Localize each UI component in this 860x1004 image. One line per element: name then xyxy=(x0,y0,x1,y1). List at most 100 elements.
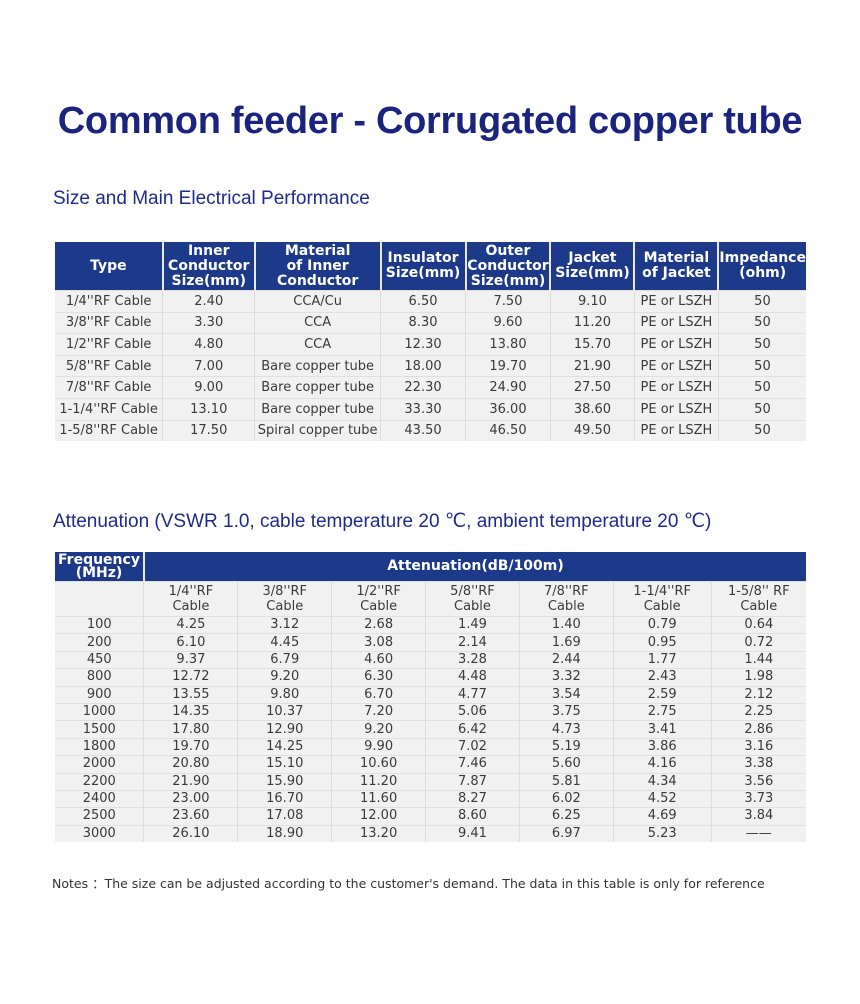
table-row: 200 6.10 4.45 3.08 2.14 1.69 0.95 0.72 xyxy=(55,633,806,652)
table-cell: 0.72 xyxy=(711,633,806,652)
table-cell: 46.50 xyxy=(465,419,551,442)
column-header-type: Type xyxy=(55,242,164,291)
notes-text: Notes ：The size can be adjusted accordin… xyxy=(52,876,765,891)
table-cell: 1.49 xyxy=(425,615,520,634)
table-cell: 23.60 xyxy=(143,807,239,826)
table-cell: 11.60 xyxy=(331,789,427,808)
table-cell: 13.20 xyxy=(331,824,427,843)
table-cell: 5.23 xyxy=(613,824,712,843)
table-row: 800 12.72 9.20 6.30 4.48 3.32 2.43 1.98 xyxy=(55,668,806,687)
table-cell: PE or LSZH xyxy=(634,311,719,334)
table-cell: 3.84 xyxy=(711,807,806,826)
table-cell: 1.44 xyxy=(711,650,806,669)
table-row: 100 4.25 3.12 2.68 1.49 1.40 0.79 0.64 xyxy=(55,615,806,634)
column-header-insulator-size: Insulator Size(mm) xyxy=(380,242,467,291)
table-cell: 9.60 xyxy=(465,311,551,334)
table-cell: 17.50 xyxy=(162,419,256,442)
table-cell: 3.30 xyxy=(162,311,256,334)
table-cell: 1.69 xyxy=(519,633,614,652)
table-cell: 33.30 xyxy=(380,397,466,421)
table-cell: 2.12 xyxy=(711,685,806,704)
table-cell: 6.42 xyxy=(425,720,520,739)
table-cell: 10.60 xyxy=(331,755,427,774)
table-cell: 2.86 xyxy=(711,720,806,739)
table-cell: 19.70 xyxy=(465,354,551,377)
column-header-impedance: Impedance (ohm) xyxy=(718,242,806,291)
subheader-cell: 1/4''RF Cable xyxy=(143,581,239,617)
table-cell: 2.75 xyxy=(613,702,712,721)
table-cell: 9.41 xyxy=(425,824,520,843)
subheader-cell: 7/8''RF Cable xyxy=(519,581,614,617)
table-cell: 15.10 xyxy=(237,755,333,774)
table-cell: Bare copper tube xyxy=(254,354,382,377)
table-cell: 2.68 xyxy=(331,615,427,634)
table-cell: 5.81 xyxy=(519,772,614,791)
table-cell: 9.10 xyxy=(550,290,635,313)
cable-subheader-row: 1/4''RF Cable 3/8''RF Cable 1/2''RF Cable 5… xyxy=(55,581,806,617)
table-cell: 36.00 xyxy=(465,397,551,421)
table-cell: 4.25 xyxy=(143,615,239,634)
table-cell: 6.79 xyxy=(237,650,333,669)
table-cell: CCA/Cu xyxy=(254,290,382,313)
table-header-row: Type Inner Conductor Size(mm) Material of I… xyxy=(55,242,806,291)
table-cell: 12.72 xyxy=(143,668,239,687)
table-row: 3/8''RF Cable 3.30 CCA 8.30 9.60 11.20 PE or L… xyxy=(55,311,806,334)
table-row: 1/4''RF Cable 2.40 CCA/Cu 6.50 7.50 9.10 PE or… xyxy=(55,290,806,313)
table-cell: 50 xyxy=(718,311,806,334)
table-cell: 1.77 xyxy=(613,650,712,669)
table-cell: 6.10 xyxy=(143,633,239,652)
table-cell: 2.59 xyxy=(613,685,712,704)
attenuation-table: Frequency (MHz) Attenuation(dB/100m) 1/4'… xyxy=(55,552,806,843)
table-cell: 800 xyxy=(55,668,145,687)
table-cell: Bare copper tube xyxy=(254,397,382,421)
table-cell: 6.02 xyxy=(519,789,614,808)
table-cell: 3/8''RF Cable xyxy=(55,311,164,334)
table-cell: —— xyxy=(711,824,806,843)
table-cell: 11.20 xyxy=(331,772,427,791)
column-header-inner-conductor-material: Material of Inner Conductor xyxy=(254,242,382,291)
table-cell: 6.50 xyxy=(380,290,466,313)
table-cell: 1.98 xyxy=(711,668,806,687)
table-cell: 2400 xyxy=(55,789,145,808)
table-cell: 14.25 xyxy=(237,737,333,756)
table-cell: 9.20 xyxy=(237,668,333,687)
table-cell: 3.54 xyxy=(519,685,614,704)
table-cell: 12.00 xyxy=(331,807,427,826)
table-cell: 4.48 xyxy=(425,668,520,687)
column-header-jacket-material: Material of Jacket xyxy=(634,242,720,291)
table-row: 450 9.37 6.79 4.60 3.28 2.44 1.77 1.44 xyxy=(55,650,806,669)
table-cell: 2000 xyxy=(55,755,145,774)
table-cell: 22.30 xyxy=(380,376,466,399)
table-cell: 1500 xyxy=(55,720,145,739)
table-cell: 4.52 xyxy=(613,789,712,808)
table-cell: 7.87 xyxy=(425,772,520,791)
table-cell: 4.77 xyxy=(425,685,520,704)
table-row: 2000 20.80 15.10 10.60 7.46 5.60 4.16 3.38 xyxy=(55,755,806,774)
table-cell: 1000 xyxy=(55,702,145,721)
table-cell: 10.37 xyxy=(237,702,333,721)
table-cell: 15.70 xyxy=(550,333,635,356)
table-cell: 3.16 xyxy=(711,737,806,756)
column-header-attenuation: Attenuation(dB/100m) xyxy=(143,552,806,582)
table-cell: 19.70 xyxy=(143,737,239,756)
table-cell: 3.32 xyxy=(519,668,614,687)
table-cell: 18.90 xyxy=(237,824,333,843)
attenuation-table-body: 1/4''RF Cable 3/8''RF Cable 1/2''RF Cable 5… xyxy=(55,581,806,843)
table-cell: 5.19 xyxy=(519,737,614,756)
table-row: 7/8''RF Cable 9.00 Bare copper tube 22.30 24… xyxy=(55,376,806,399)
table-cell: 6.97 xyxy=(519,824,614,843)
table-cell: PE or LSZH xyxy=(634,376,719,399)
table-cell: 2.43 xyxy=(613,668,712,687)
table-cell: 7.00 xyxy=(162,354,256,377)
table-cell: 5/8''RF Cable xyxy=(55,354,164,377)
table-cell: 14.35 xyxy=(143,702,239,721)
table-cell: 17.08 xyxy=(237,807,333,826)
subheader-blank-cell xyxy=(55,581,145,617)
table-row: 1500 17.80 12.90 9.20 6.42 4.73 3.41 2.86 xyxy=(55,720,806,739)
table-cell: CCA xyxy=(254,311,382,334)
table-cell: 4.69 xyxy=(613,807,712,826)
table-cell: PE or LSZH xyxy=(634,419,719,442)
subheader-cell: 3/8''RF Cable xyxy=(237,581,333,617)
table-cell: 7.46 xyxy=(425,755,520,774)
table-cell: 3.38 xyxy=(711,755,806,774)
